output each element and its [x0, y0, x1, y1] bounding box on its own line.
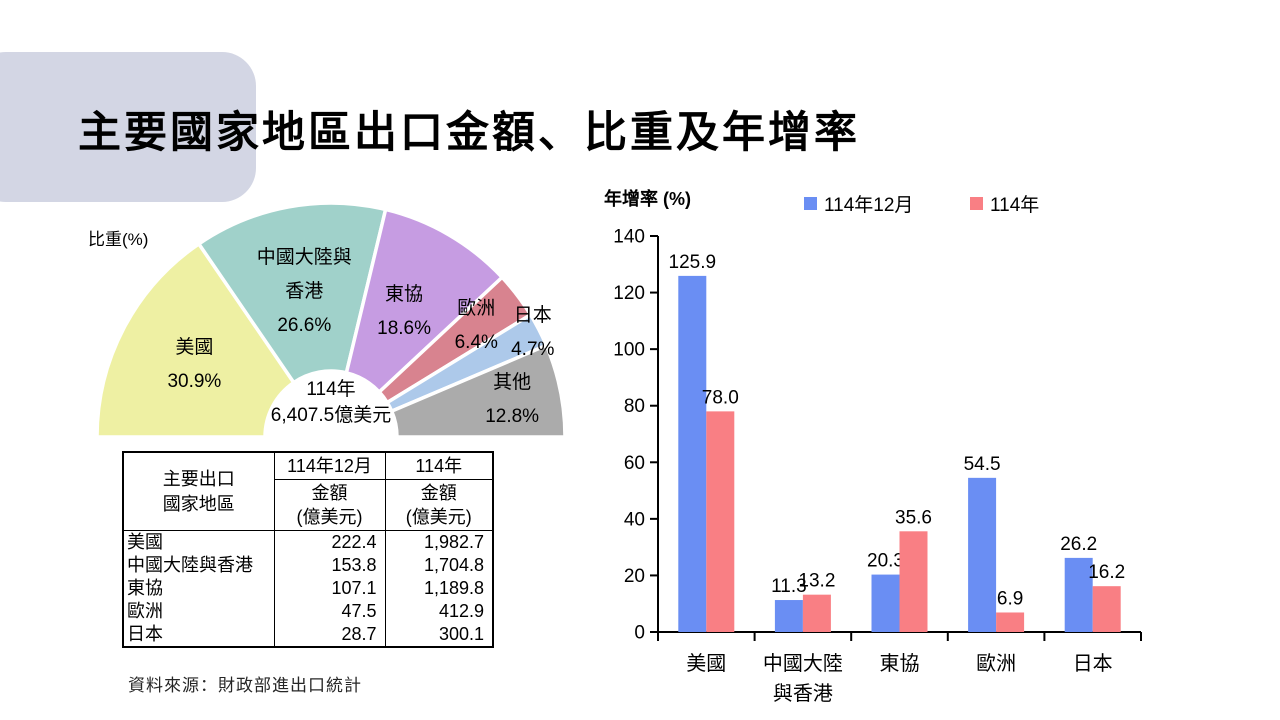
table-cell-amount: 1,704.8 — [384, 554, 493, 577]
bar-114年-美國 — [706, 411, 735, 632]
table-cell-amount: 222.4 — [273, 530, 385, 554]
table-row-header: 主要出口 國家地區 — [123, 452, 274, 531]
table-row: 歐洲 47.5 412.9 — [123, 600, 493, 623]
bar-value-label: 78.0 — [702, 387, 739, 408]
bar-chart-svg: 0 20 40 60 80 100 120 140 125.9 78.0 美國 11.313.2 中國大… — [613, 228, 1142, 705]
donut-unit-label: 比重(%) — [88, 230, 149, 249]
table-cell-region: 東協 — [127, 578, 163, 598]
y-tick-label: 140 — [613, 228, 645, 248]
x-category-label: 日本 — [1073, 652, 1113, 675]
table-row: 東協 107.1 1,189.8 — [123, 577, 493, 600]
donut-center-line2: 6,407.5億美元 — [270, 405, 392, 426]
donut-slice-東協 — [344, 207, 504, 394]
bar-value-label: 35.6 — [895, 507, 932, 528]
table-row: 中國大陸與香港 153.8 1,704.8 — [123, 554, 493, 577]
table-cell-region: 美國 — [127, 532, 163, 552]
bar-value-label: 20.3 — [867, 551, 904, 572]
bar-114年-歐洲 — [996, 612, 1025, 632]
bar-value-label: 26.2 — [1060, 534, 1097, 555]
table-cell-amount: 107.1 — [273, 577, 385, 600]
bar-value-label: 11.3 — [771, 576, 807, 597]
bar-114年-日本 — [1092, 586, 1121, 632]
table-cell-region: 日本 — [127, 624, 163, 644]
x-category-label: 美國 — [686, 652, 726, 675]
table-cell-region: 中國大陸與香港 — [127, 555, 253, 575]
y-tick-label: 120 — [613, 283, 645, 304]
donut-svg — [95, 201, 567, 439]
bar-value-label: 54.5 — [964, 454, 1001, 475]
table-row-header-line2: 國家地區 — [162, 493, 235, 514]
table-col-header-dec: 114年12月 — [273, 452, 385, 480]
table-sub-header-year: 金額 (億美元) — [384, 479, 493, 531]
export-table: 主要出口 國家地區 114年12月 114年 金額 (億美元) 金額 (億美元)… — [122, 451, 494, 648]
legend-item-year: 114年 — [970, 190, 1039, 217]
bar-value-label: 125.9 — [669, 252, 717, 273]
bar-value-label: 6.9 — [997, 588, 1023, 609]
table-cell-amount: 412.9 — [384, 600, 493, 623]
y-tick-label: 20 — [624, 566, 645, 587]
bar-114年-東協 — [899, 531, 928, 632]
title-accent-shape — [0, 52, 256, 202]
table-cell-amount: 1,189.8 — [384, 577, 493, 600]
legend-swatch-red-icon — [970, 197, 983, 210]
slide-title: 主要國家地區出口金額、比重及年增率 — [78, 109, 860, 157]
legend-label-year: 114年 — [990, 195, 1040, 216]
bar-114年12月-歐洲 — [968, 477, 997, 632]
table-col-header-year: 114年 — [384, 452, 493, 480]
bar-114年12月-美國 — [678, 275, 707, 632]
table-sub-header-dec: 金額 (億美元) — [273, 479, 385, 531]
bar-114年12月-中國大陸 — [774, 600, 803, 632]
donut-slice-美國 — [95, 242, 296, 439]
legend-item-dec: 114年12月 — [804, 190, 913, 217]
donut-slice-中國大陸與香港 — [197, 201, 388, 385]
table-cell-amount: 153.8 — [273, 554, 385, 577]
y-tick-label: 100 — [613, 340, 645, 361]
x-category-label: 中國大陸 — [763, 652, 843, 675]
bar-value-label: 13.2 — [798, 571, 835, 592]
y-tick-label: 40 — [624, 509, 645, 530]
y-tick-label: 0 — [634, 623, 645, 644]
bar-114年12月-日本 — [1064, 557, 1093, 632]
table-cell-region: 歐洲 — [127, 601, 163, 621]
donut-slice-其他 — [389, 343, 567, 439]
y-tick-label: 80 — [624, 396, 645, 417]
bar-value-label: 16.2 — [1088, 562, 1125, 583]
bar-chart-title: 年增率 (%) — [604, 189, 691, 209]
donut-center-line1: 114年 — [306, 379, 356, 400]
donut-center-label: 114年 6,407.5億美元 — [271, 377, 391, 429]
y-tick-label: 60 — [624, 453, 645, 474]
table-cell-amount: 1,982.7 — [384, 530, 493, 554]
table-row: 日本 28.7 300.1 — [123, 623, 493, 647]
table-row: 美國 222.4 1,982.7 — [123, 530, 493, 554]
legend-swatch-blue-icon — [804, 197, 817, 210]
source-note: 資料來源：財政部進出口統計 — [128, 676, 362, 695]
x-category-label: 歐洲 — [976, 652, 1016, 675]
table-cell-amount: 300.1 — [384, 623, 493, 647]
legend-label-dec: 114年12月 — [824, 195, 914, 216]
table-cell-amount: 47.5 — [273, 600, 385, 623]
growth-bar-chart: 年增率 (%) 114年12月 114年 0 20 40 60 80 100 120 140 1… — [600, 182, 1270, 720]
table-cell-amount: 28.7 — [273, 623, 385, 647]
table-row-header-line1: 主要出口 — [162, 468, 235, 489]
share-donut-chart: 比重(%) 美國 30.9% 中國大陸與 香港 26.6% 東協 18.6% 歐洲 6.4% 日本… — [85, 195, 585, 445]
x-category-label: 與香港 — [773, 682, 833, 705]
bar-114年12月-東協 — [871, 574, 900, 632]
bar-114年-中國大陸 — [802, 594, 831, 632]
x-category-label: 東協 — [880, 652, 920, 675]
